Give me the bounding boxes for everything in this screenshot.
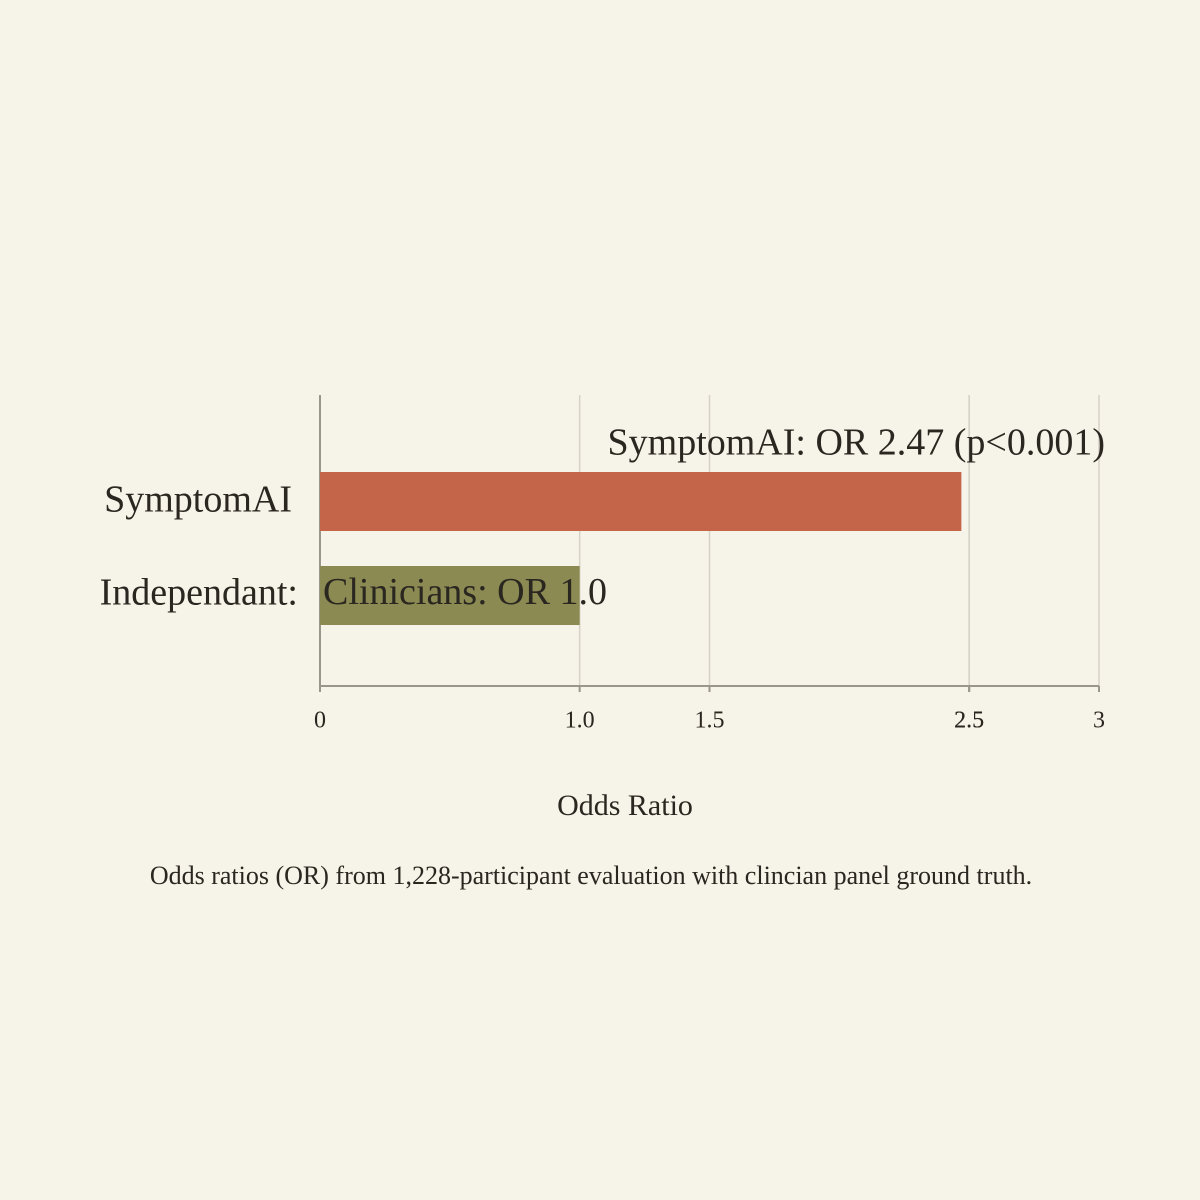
caption: Odds ratios (OR) from 1,228-participant … — [150, 861, 1032, 890]
y-tick-label: SymptomAI — [104, 479, 292, 521]
x-tick-label: 0 — [314, 708, 326, 734]
data-label: Clinicians: OR 1.0 — [323, 571, 607, 613]
x-tick-label: 1.0 — [565, 708, 595, 734]
x-tick-label: 1.5 — [695, 708, 725, 734]
data-label: SymptomAI: OR 2.47 (p<0.001) — [608, 422, 1106, 464]
bar — [320, 566, 580, 625]
x-tick-label: 2.5 — [954, 708, 984, 734]
x-tick-label: 3 — [1093, 708, 1105, 734]
y-tick-label: Independant: — [100, 572, 298, 614]
bar — [320, 472, 962, 531]
x-axis-label: Odds Ratio — [557, 789, 693, 822]
x-tick-label: 2.5 — [954, 708, 984, 734]
